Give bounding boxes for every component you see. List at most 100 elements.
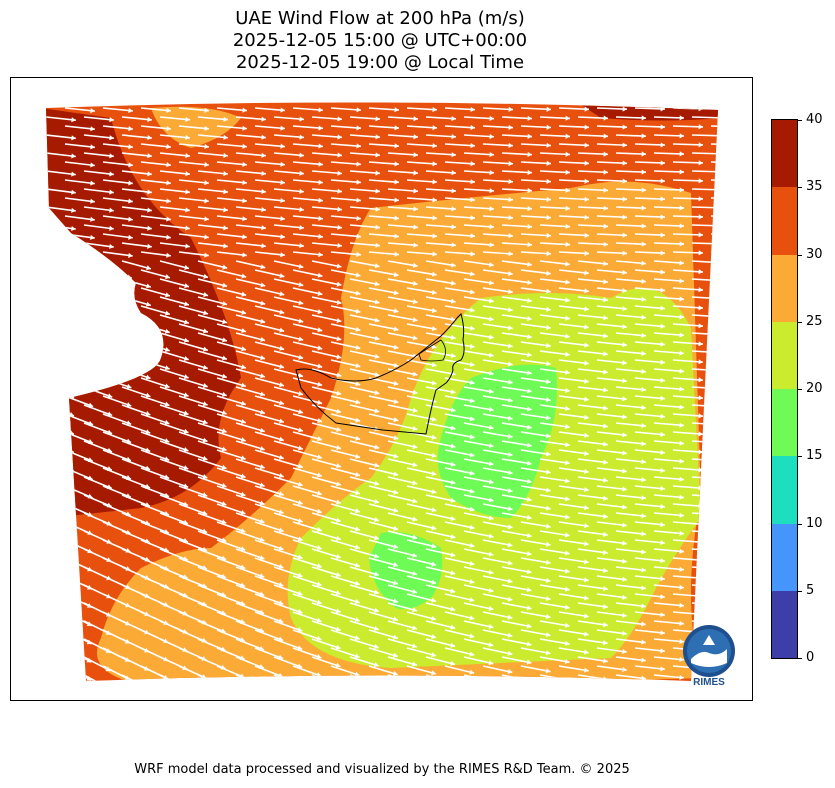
- wind-vector: [273, 332, 304, 341]
- colorbar-tick-label: 20: [806, 381, 823, 396]
- wind-vector-head: [126, 292, 132, 298]
- wind-vector-head: [469, 524, 475, 530]
- wind-vector-head: [450, 660, 456, 666]
- wind-vector-head: [374, 498, 380, 504]
- wind-vector: [387, 134, 418, 138]
- wind-vector: [235, 350, 266, 360]
- wind-vector-head: [374, 281, 380, 287]
- wind-vector-head: [698, 250, 703, 256]
- wind-vector: [102, 503, 132, 517]
- wind-vector: [311, 440, 342, 450]
- wind-vector: [425, 278, 456, 285]
- wind-vector: [463, 116, 494, 120]
- wind-vector: [710, 413, 718, 417]
- wind-vector-head: [603, 441, 608, 447]
- wind-vector: [520, 143, 552, 147]
- wind-vector: [577, 242, 609, 246]
- wind-vector: [216, 665, 245, 679]
- wind-vector: [216, 161, 247, 166]
- wind-vector: [121, 440, 151, 453]
- wind-vector-head: [698, 557, 703, 563]
- wind-vector: [330, 233, 361, 238]
- wind-vector: [178, 521, 208, 534]
- wind-vector: [691, 242, 718, 245]
- wind-vector-head: [431, 362, 437, 368]
- wind-vector-head: [737, 214, 741, 219]
- colorbar-tick: [798, 658, 802, 659]
- wind-vector-head: [298, 409, 303, 415]
- wind-vector-head: [393, 507, 399, 513]
- wind-vector: [425, 548, 456, 557]
- wind-vector: [102, 431, 132, 444]
- wind-vector: [577, 566, 608, 572]
- wind-vector-head: [354, 653, 360, 659]
- wind-vector-head: [67, 685, 72, 689]
- wind-vector-head: [356, 107, 361, 113]
- wind-vector-head: [412, 534, 418, 540]
- wind-vector: [596, 611, 627, 617]
- wind-vector-head: [545, 650, 551, 656]
- wind-vector-head: [565, 187, 570, 193]
- wind-vector: [216, 125, 247, 130]
- wind-vector-head: [223, 225, 228, 231]
- wind-vector: [387, 476, 418, 485]
- wind-vector: [577, 404, 608, 410]
- wind-vector: [178, 197, 209, 203]
- wind-vector-head: [126, 402, 132, 407]
- wind-vector-head: [221, 391, 227, 397]
- wind-vector: [273, 314, 304, 323]
- wind-vector-head: [412, 444, 418, 450]
- wind-vector: [140, 179, 171, 185]
- wind-vector-head: [641, 260, 646, 266]
- wind-vector-head: [584, 432, 589, 438]
- wind-vector: [349, 386, 380, 395]
- wind-vector-head: [603, 333, 608, 339]
- wind-vector: [216, 323, 247, 333]
- wind-vector: [102, 305, 132, 316]
- wind-vector: [634, 287, 665, 292]
- uae-inner-boundary: [418, 339, 446, 362]
- wind-vector: [406, 521, 437, 530]
- wind-vector: [330, 269, 361, 277]
- wind-vector: [577, 314, 608, 320]
- wind-vector: [710, 197, 718, 200]
- wind-vector-head: [259, 464, 265, 470]
- wind-vector: [482, 557, 513, 565]
- wind-vector-head: [717, 314, 718, 320]
- wind-vector-head: [565, 297, 570, 303]
- wind-vector-head: [660, 576, 665, 582]
- wind-vector-head: [641, 549, 646, 555]
- wind-vector: [615, 188, 647, 192]
- wind-vector: [179, 684, 206, 697]
- wind-vector-head: [185, 189, 190, 195]
- wind-vector-head: [565, 387, 570, 393]
- wind-vector: [406, 215, 437, 220]
- wind-vector: [254, 665, 284, 678]
- wind-vector: [558, 413, 589, 419]
- wind-vector: [216, 449, 246, 460]
- wind-vector-head: [147, 207, 152, 213]
- wind-vector-head: [622, 576, 627, 582]
- wind-vector-head: [717, 368, 718, 374]
- wind-vector-head: [450, 570, 456, 576]
- wind-vector-head: [125, 694, 130, 699]
- wind-vector-head: [107, 356, 113, 362]
- wind-vector-head: [737, 449, 741, 454]
- wind-vector: [558, 215, 590, 219]
- wind-vector: [482, 485, 513, 493]
- wind-vector: [159, 242, 190, 248]
- wind-vector: [311, 296, 342, 305]
- wind-vector: [254, 593, 284, 605]
- wind-vector: [46, 134, 76, 140]
- wind-vector-head: [488, 461, 494, 467]
- wind-vector: [558, 485, 589, 491]
- wind-vector: [368, 485, 399, 494]
- wind-vector-head: [146, 265, 151, 271]
- wind-vector-head: [354, 671, 360, 677]
- wind-vector: [387, 584, 418, 594]
- wind-vector-head: [166, 234, 171, 240]
- wind-vector: [216, 503, 246, 515]
- wind-vector: [178, 593, 208, 607]
- wind-vector: [159, 116, 190, 121]
- wind-vector-head: [584, 595, 589, 601]
